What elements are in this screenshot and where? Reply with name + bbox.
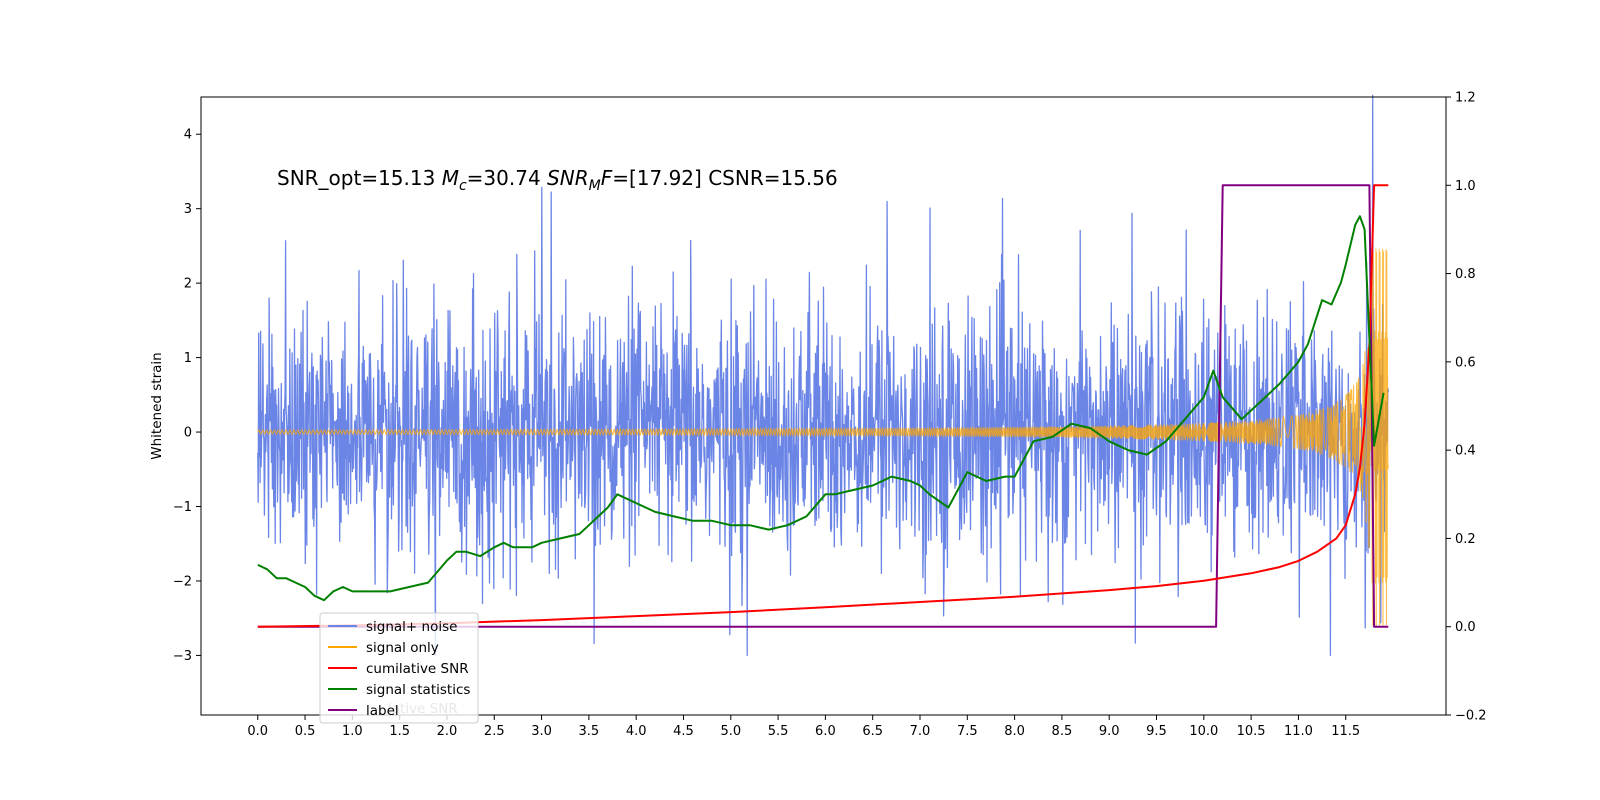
plot-frame [200,96,1447,716]
annotation-snr-subscript: M [589,178,601,194]
y-tick-label: 4 [184,128,192,143]
x-tick-label: 0.0 [247,724,268,739]
x-tick-label: 10.5 [1237,724,1266,739]
y2-tick-label: 1.0 [1455,179,1476,194]
series-signal-statistics [257,215,1385,602]
snr-annotation: SNR_opt=15.13 Mc=30.74 SNRMF=[17.92] CSN… [277,166,838,194]
series-label [257,184,1389,628]
x-tick-label: 3.0 [531,724,552,739]
annotation-snr-value: =[17.92] CSNR=15.56 [612,166,838,190]
legend-label: signal+ noise [366,619,457,635]
x-tick-label: 6.0 [815,724,836,739]
x-tick-label: 2.5 [484,724,505,739]
y-tick-label: −3 [173,649,192,664]
y-tick-label: 3 [184,202,192,217]
annotation-snr-f: F [601,166,613,190]
y-tick-label: −1 [173,500,192,515]
y-axis-left: 4 3 2 1 0 −1 −2 −3 [173,128,201,664]
x-tick-label: 10.0 [1189,724,1218,739]
y2-tick-label: 0.8 [1455,267,1476,282]
x-tick-label: 1.0 [342,724,363,739]
y2-tick-label: −0.2 [1455,709,1487,724]
x-tick-label: 11.0 [1284,724,1313,739]
signal-trace [257,248,1389,626]
annotation-snr-symbol: SNR [547,166,589,190]
x-tick-label: 4.0 [626,724,647,739]
series-layer [257,184,1389,628]
x-tick-label: 8.5 [1052,724,1073,739]
y2-tick-label: 0.2 [1455,532,1476,547]
legend-label: signal only [366,640,439,656]
x-tick-label: 9.0 [1099,724,1120,739]
y2-tick-label: 0.0 [1455,620,1476,635]
legend-label: label [366,703,399,719]
annotation-prefix: SNR_opt=15.13 [277,166,442,190]
annotation-mc-value: =30.74 [467,166,547,190]
annotation-mc-symbol: M [442,166,459,190]
y-axis-right: 1.2 1.0 0.8 0.6 0.4 0.2 0.0 −0.2 [1446,91,1487,724]
signal-noise-series [257,94,1389,657]
legend-box [319,612,479,724]
x-tick-label: 9.5 [1146,724,1167,739]
legend-label: cumilative SNR [366,661,469,677]
x-tick-label: 6.5 [862,724,883,739]
annotation-mc-subscript: c [459,178,467,194]
x-tick-label: 0.5 [295,724,316,739]
signal-only-series [257,248,1389,626]
x-tick-label: 8.0 [1004,724,1025,739]
x-tick-label: 7.5 [957,724,978,739]
y2-tick-label: 1.2 [1455,91,1476,106]
legend-label: signal statistics [366,682,470,698]
y2-tick-label: 0.6 [1455,355,1476,370]
x-tick-label: 4.5 [673,724,694,739]
x-tick-label: 5.5 [768,724,789,739]
y-tick-label: 0 [184,426,192,441]
y-tick-label: −2 [173,574,192,589]
x-axis: 0.0 0.5 1.0 1.5 2.0 2.5 3.0 3.5 4.0 4.5 5.0 5.5 6.0 6… [247,715,1360,739]
y-axis-label: Whitened strain [149,352,165,459]
x-tick-label: 7.0 [910,724,931,739]
y2-tick-label: 0.4 [1455,444,1476,459]
legend-ghost-text: lative SNR [388,701,458,717]
series-cumilative-snr [257,184,1389,628]
x-tick-label: 3.5 [579,724,600,739]
x-tick-label: 2.0 [437,724,458,739]
x-tick-label: 11.5 [1331,724,1360,739]
y-tick-label: 1 [184,351,192,366]
noise-trace [257,94,1389,657]
x-tick-label: 5.0 [720,724,741,739]
x-tick-label: 1.5 [389,724,410,739]
y-tick-label: 2 [184,277,192,292]
legend: lative SNR signal+ noise signal only cumila… [319,612,479,724]
